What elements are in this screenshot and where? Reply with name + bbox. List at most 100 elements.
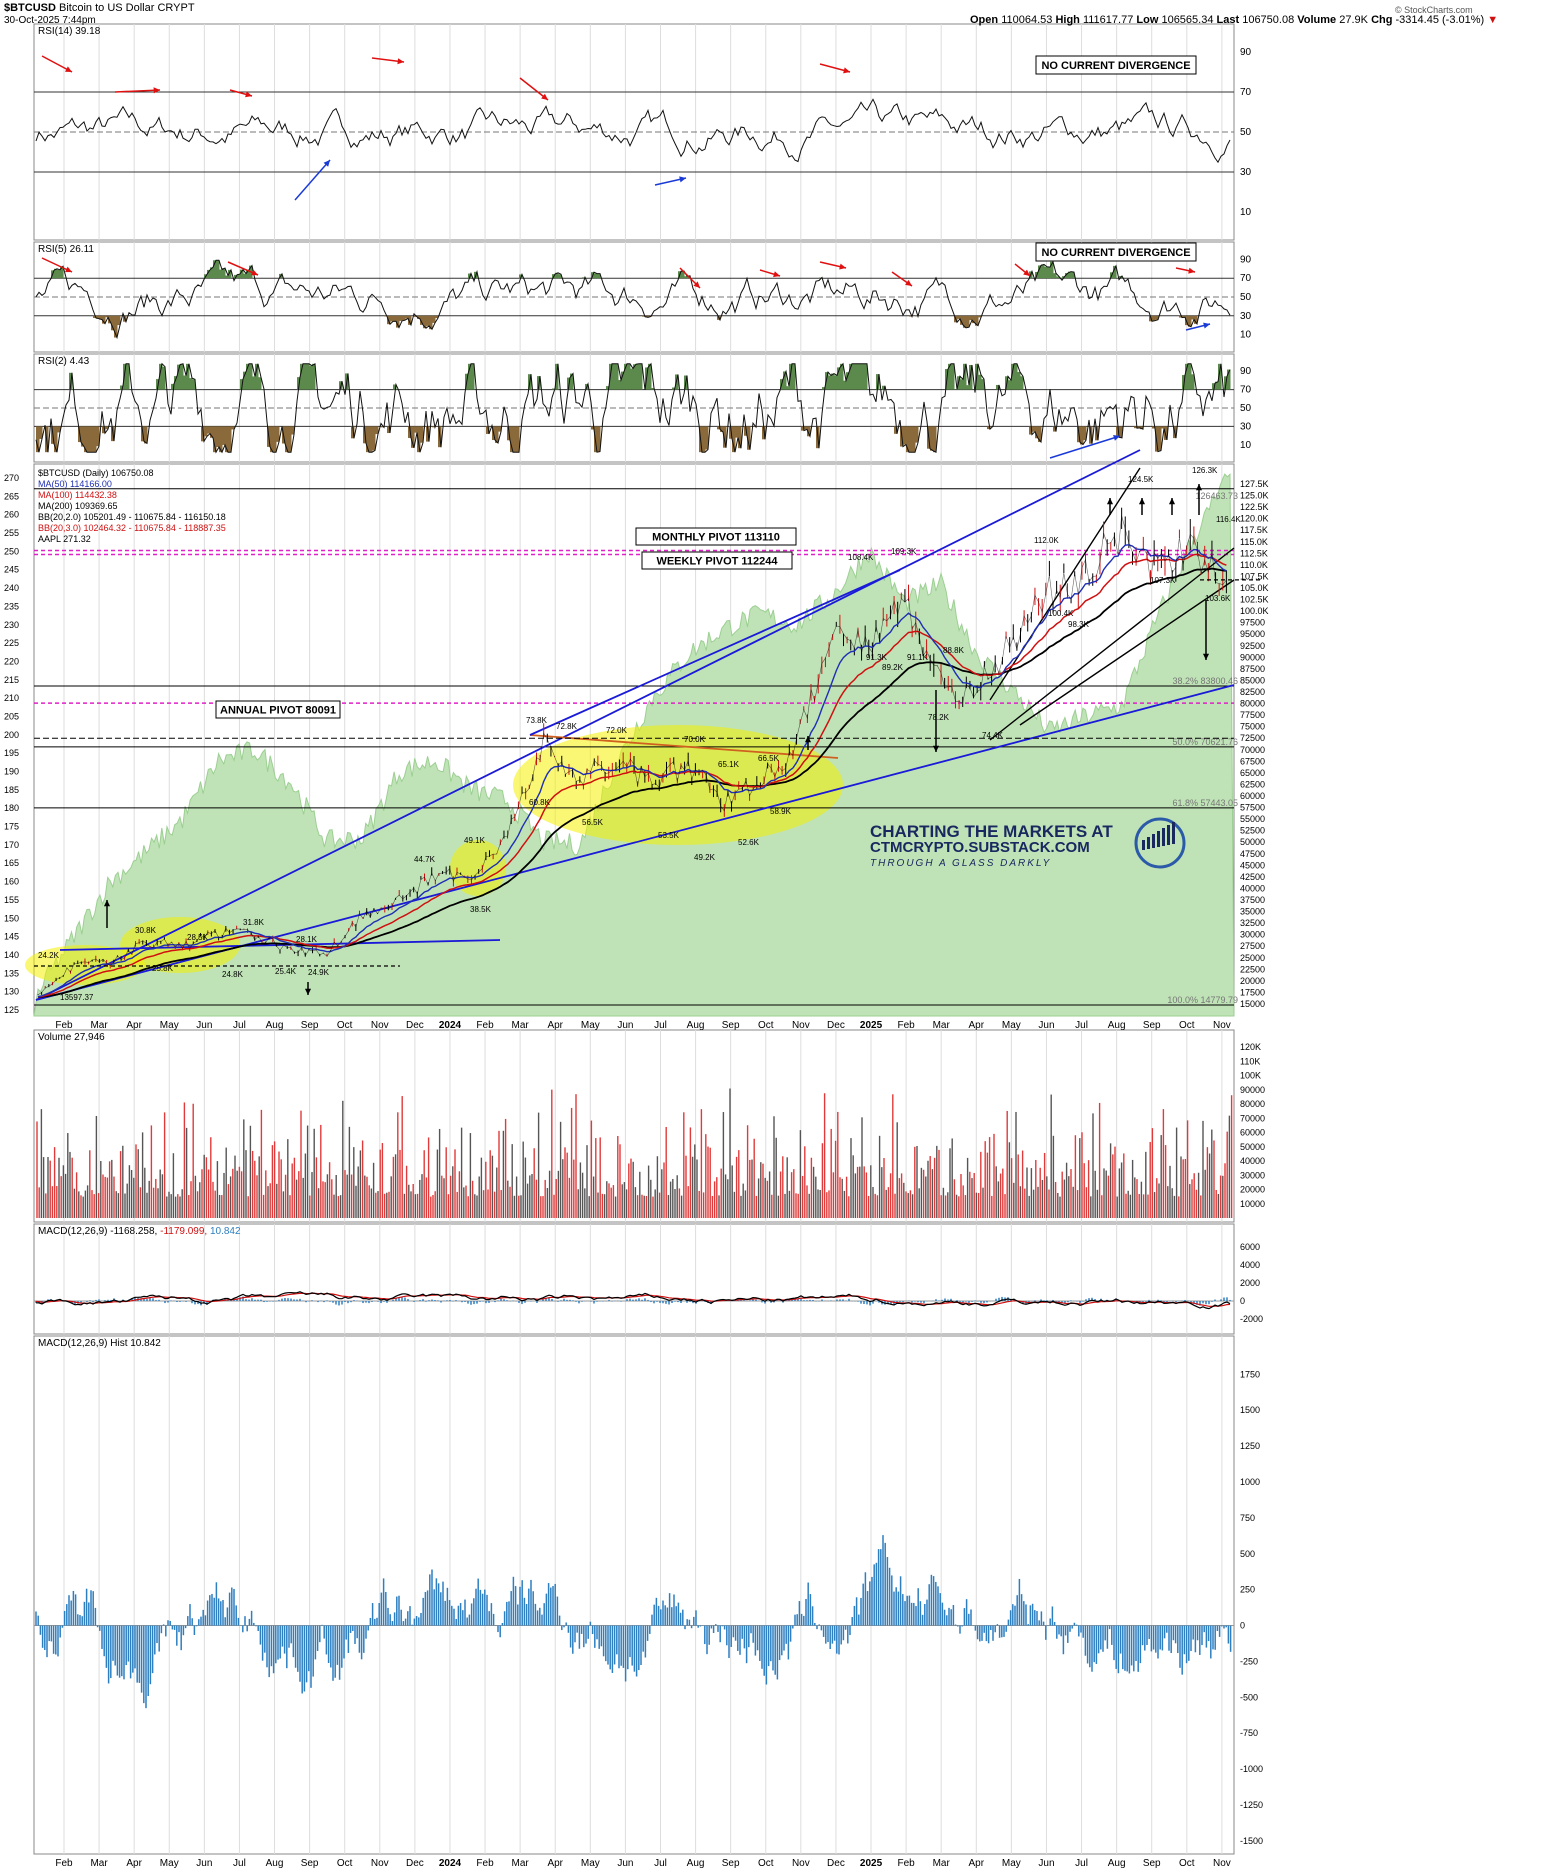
- aapl-tick-label: 180: [4, 803, 19, 813]
- hist-tick-label: 750: [1240, 1513, 1255, 1523]
- oversold-fill: [1029, 426, 1033, 435]
- aapl-tick-label: 125: [4, 1005, 19, 1015]
- volume-tick-label: 90000: [1240, 1085, 1265, 1095]
- fib-label: 50.0% 70621.76: [1172, 737, 1238, 747]
- oversold-fill: [216, 426, 220, 448]
- highlight-ellipse: [25, 945, 145, 985]
- overbought-fill: [180, 363, 184, 390]
- overbought-fill: [192, 379, 196, 390]
- rsi-line: [35, 259, 1231, 340]
- overbought-fill: [1191, 374, 1195, 390]
- price-data-label: 72.0K: [606, 726, 628, 735]
- oversold-fill: [801, 426, 805, 431]
- overbought-fill: [855, 363, 859, 390]
- oversold-fill: [648, 315, 652, 317]
- price-tick-label: 35000: [1240, 907, 1265, 917]
- overbought-fill: [606, 386, 610, 390]
- aapl-tick-label: 160: [4, 877, 19, 887]
- oversold-fill: [1158, 426, 1162, 451]
- overbought-fill: [246, 269, 250, 279]
- price-data-label: 103.6K: [1205, 594, 1231, 603]
- price-tick-label: 52500: [1240, 826, 1265, 836]
- target-arrow-head: [103, 900, 111, 907]
- aapl-tick-label: 220: [4, 656, 19, 666]
- price-tick-label: 92500: [1240, 641, 1265, 651]
- fib-label: 100.0% 14779.79: [1167, 995, 1238, 1005]
- x-tick-label: Jul: [654, 1020, 667, 1031]
- oversold-fill: [204, 426, 208, 437]
- overbought-fill: [1212, 383, 1216, 390]
- price-tick-label: 32500: [1240, 918, 1265, 928]
- price-tick-label: 57500: [1240, 803, 1265, 813]
- overbought-fill: [792, 363, 796, 390]
- price-data-label: 124.5K: [1128, 475, 1154, 484]
- overbought-fill: [786, 386, 790, 390]
- hist-tick-label: 1500: [1240, 1405, 1260, 1415]
- last-value: 106750.08: [1242, 14, 1295, 26]
- volume-tick-label: 110K: [1240, 1056, 1260, 1066]
- x-tick-label: Jun: [1038, 1858, 1054, 1869]
- overbought-fill: [681, 270, 685, 279]
- overbought-fill: [240, 379, 244, 390]
- quote-bar: Open 110064.53 High 111617.77 Low 106565…: [970, 14, 1499, 26]
- price-data-label: 53.5K: [658, 831, 680, 840]
- fib-label: 61.8% 57443.05: [1172, 798, 1238, 808]
- oversold-fill: [960, 315, 964, 325]
- price-data-label: 109.3K: [891, 547, 917, 556]
- x-tick-label: Oct: [758, 1858, 774, 1869]
- x-tick-label: Aug: [1108, 1020, 1126, 1031]
- oversold-fill: [717, 426, 721, 430]
- x-tick-label: Jun: [617, 1020, 633, 1031]
- rsi14-annotation-box: [1035, 55, 1197, 75]
- x-tick-label: Oct: [1179, 1020, 1195, 1031]
- overbought-fill: [672, 387, 676, 390]
- overbought-fill: [624, 363, 628, 390]
- oversold-fill: [117, 315, 121, 326]
- oversold-fill: [54, 426, 58, 453]
- oversold-fill: [207, 426, 211, 434]
- down-arrow-icon: ▼: [1487, 14, 1499, 26]
- y-tick-label: 50: [1240, 127, 1252, 138]
- macd-tick-label: 2000: [1240, 1278, 1260, 1288]
- oversold-fill: [387, 426, 391, 434]
- overbought-fill: [639, 363, 643, 390]
- hist-tick-label: -500: [1240, 1692, 1258, 1702]
- oversold-fill: [1134, 426, 1138, 429]
- oversold-fill: [1038, 426, 1042, 442]
- x-tick-label: Feb: [55, 1858, 73, 1869]
- macd-line: [35, 1291, 1231, 1310]
- aapl-tick-label: 230: [4, 620, 19, 630]
- oversold-fill: [393, 315, 397, 322]
- x-tick-label: Jul: [233, 1020, 246, 1031]
- price-data-label: 58.9K: [770, 807, 792, 816]
- oversold-fill: [1140, 426, 1144, 430]
- price-tick-label: 42500: [1240, 872, 1265, 882]
- oversold-fill: [417, 315, 421, 319]
- target-arrow-head: [1168, 498, 1176, 505]
- oversold-fill: [201, 426, 205, 442]
- price-tick-label: 80000: [1240, 699, 1265, 709]
- overbought-fill: [951, 363, 955, 390]
- x-tick-label: Jun: [617, 1858, 633, 1869]
- y-tick-label: 10: [1240, 440, 1252, 451]
- x-tick-label: Nov: [792, 1858, 810, 1869]
- aapl-tick-label: 195: [4, 748, 19, 758]
- volume-tick-label: 10000: [1240, 1199, 1265, 1209]
- y-tick-label: 70: [1240, 385, 1252, 396]
- oversold-fill: [432, 426, 436, 428]
- y-tick-label: 30: [1240, 421, 1252, 432]
- price-tick-label: 100.0K: [1240, 606, 1269, 616]
- overbought-fill: [183, 375, 187, 390]
- monthly-pivot-label: MONTHLY PIVOT 113110: [652, 532, 780, 544]
- overbought-fill: [123, 363, 127, 390]
- price-tick-label: 102.5K: [1240, 595, 1269, 605]
- price-data-label: 126.3K: [1192, 466, 1218, 475]
- overbought-fill: [300, 363, 304, 390]
- oversold-fill: [372, 426, 376, 451]
- oversold-fill: [1188, 315, 1192, 327]
- y-tick-label: 70: [1240, 87, 1252, 98]
- x-tick-label: Apr: [547, 1020, 563, 1031]
- oversold-fill: [93, 426, 97, 453]
- oversold-fill: [93, 315, 97, 318]
- y-tick-label: 90: [1240, 47, 1252, 58]
